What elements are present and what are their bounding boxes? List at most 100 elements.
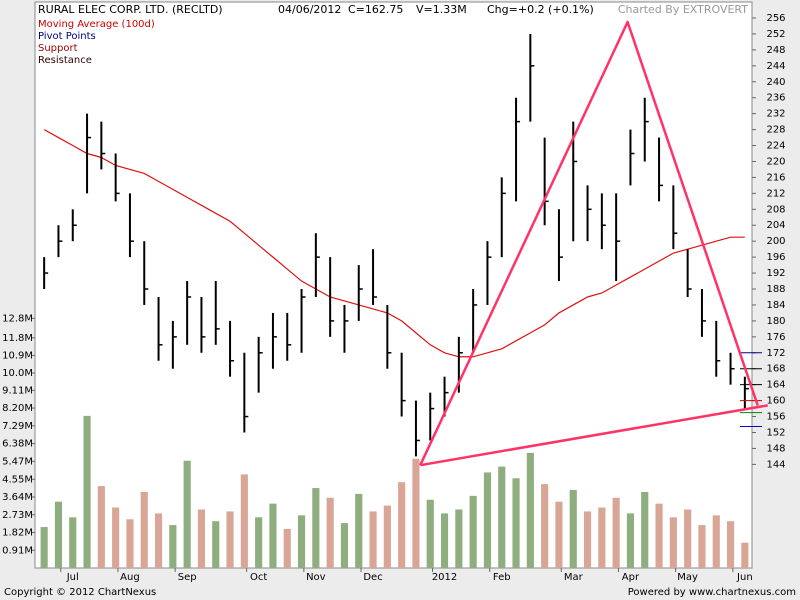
change-value: Chg=+0.2 (+0.1%) <box>487 3 594 16</box>
x-tick-label: Feb <box>493 572 511 583</box>
volume-bar <box>469 495 477 568</box>
volume-tick-label: 3.64M <box>2 492 33 503</box>
legend-entry: Support <box>38 43 78 54</box>
y-tick-label: 256 <box>766 13 785 24</box>
y-tick-label: 212 <box>766 188 785 199</box>
y-tick-label: 244 <box>766 61 785 72</box>
y-tick-label: 156 <box>766 412 785 423</box>
moving-average <box>43 129 745 358</box>
volume-bar <box>240 474 248 568</box>
volume-bar <box>255 517 263 568</box>
volume-bar <box>412 458 420 568</box>
volume-bar <box>741 542 749 568</box>
y-tick-label: 188 <box>766 284 785 295</box>
volume-bar <box>598 507 606 568</box>
volume-bar <box>455 509 463 568</box>
volume-bar <box>398 482 406 568</box>
x-tick-label: 2012 <box>432 572 457 583</box>
volume-bar <box>312 488 320 568</box>
volume-bar <box>555 501 563 568</box>
x-tick-label: Sep <box>178 572 197 583</box>
y-tick-label: 180 <box>766 316 785 327</box>
copyright: Copyright © 2012 ChartNexus <box>4 587 156 598</box>
volume-bar <box>626 513 635 568</box>
credit: Charted By EXTROVERT <box>618 3 748 16</box>
legend-entry: Resistance <box>38 55 92 66</box>
volume-bar <box>54 501 63 568</box>
volume-bar <box>512 478 520 568</box>
volume-bar <box>541 484 549 568</box>
volume-bar <box>498 466 506 568</box>
volume-bar <box>126 519 134 568</box>
trend-line <box>420 404 768 467</box>
y-tick-label: 168 <box>766 364 785 375</box>
volume-bar <box>197 509 206 568</box>
trend-line <box>419 20 759 466</box>
volume-tick-label: 5.47M <box>2 456 33 467</box>
plot-frame <box>34 1 753 569</box>
y-tick-label: 240 <box>766 77 785 88</box>
y-tick-label: 148 <box>766 443 785 454</box>
y-tick-label: 224 <box>766 141 785 152</box>
y-tick-label: 192 <box>766 268 785 279</box>
y-tick-label: 144 <box>766 459 785 470</box>
y-tick-label: 152 <box>766 427 785 438</box>
volume-tick-label: 4.55M <box>2 474 33 485</box>
volume-bar <box>526 452 534 568</box>
volume-tick-label: 10.0M <box>2 368 33 379</box>
close-value: C=162.75 <box>348 3 403 16</box>
volume-tick-label: 9.11M <box>2 385 33 396</box>
y-tick-label: 160 <box>766 396 785 407</box>
legend-entry: Moving Average (100d) <box>38 19 155 30</box>
y-tick-label: 252 <box>766 29 785 40</box>
volume-tick-label: 2.73M <box>2 510 33 521</box>
x-tick-label: Jul <box>66 572 79 583</box>
y-tick-label: 164 <box>766 380 785 391</box>
volume-bar <box>669 517 677 568</box>
x-tick-label: Mar <box>564 572 584 583</box>
volume-bar <box>297 515 306 568</box>
volume-bar <box>112 507 120 568</box>
x-tick-label: Dec <box>363 572 382 583</box>
volume-bar <box>612 497 620 568</box>
volume-tick-label: 0.91M <box>2 545 33 556</box>
legend-entry: Pivot Points <box>38 31 96 42</box>
volume-bar <box>355 493 363 568</box>
x-tick-label: Oct <box>250 572 267 583</box>
y-tick-label: 184 <box>766 300 785 311</box>
y-tick-label: 176 <box>766 332 785 343</box>
x-tick-label: Aug <box>120 572 140 583</box>
volume-bar <box>426 499 434 568</box>
volume-bar <box>212 521 220 568</box>
y-tick-label: 232 <box>766 109 785 120</box>
volume-bar <box>69 517 77 568</box>
volume-bar <box>712 515 720 568</box>
volume-bar <box>641 491 649 568</box>
volume-bar <box>140 491 148 568</box>
volume-bar <box>340 523 349 568</box>
chart-title: RURAL ELEC CORP. LTD. (RECLTD) <box>38 3 223 16</box>
volume-bar <box>169 525 177 568</box>
volume-bar <box>569 489 577 568</box>
volume-bar <box>183 460 191 568</box>
y-tick-label: 196 <box>766 252 785 263</box>
volume-bar <box>83 415 91 568</box>
volume-bar <box>483 472 492 568</box>
x-tick-label: May <box>677 572 698 583</box>
volume-tick-label: 11.8M <box>2 333 33 344</box>
y-tick-label: 200 <box>766 236 785 247</box>
y-tick-label: 208 <box>766 204 785 215</box>
volume-tick-label: 7.29M <box>2 421 33 432</box>
x-tick-label: Jun <box>736 572 753 583</box>
volume-bar <box>684 509 692 568</box>
x-tick-label: Nov <box>306 572 326 583</box>
volume-bar <box>726 521 735 568</box>
y-tick-label: 216 <box>766 172 785 183</box>
volume-bar <box>154 513 163 568</box>
x-tick-label: Apr <box>622 572 640 583</box>
volume-bar <box>698 525 706 568</box>
y-tick-label: 228 <box>766 125 785 136</box>
volume-bar <box>40 527 48 568</box>
volume-bar <box>383 505 391 568</box>
